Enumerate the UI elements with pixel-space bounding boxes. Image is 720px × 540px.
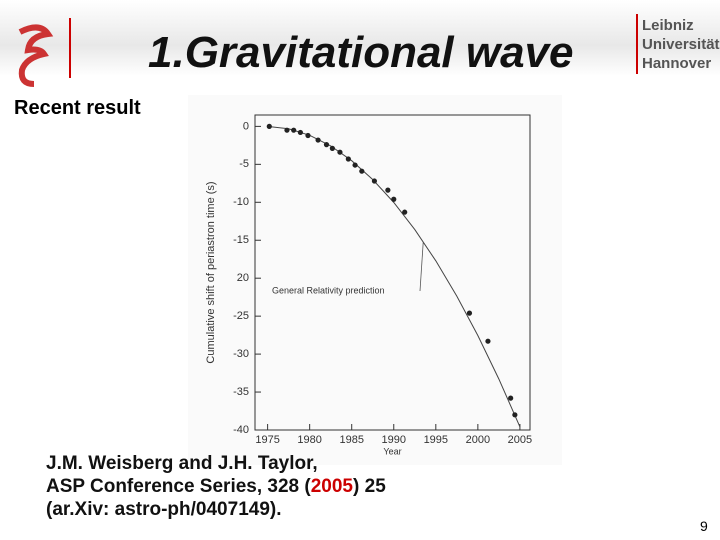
- y-tick-label: -15: [233, 234, 249, 246]
- citation-line: J.M. Weisberg and J.H. Taylor,: [46, 453, 318, 474]
- data-point: [291, 127, 297, 133]
- logo-line: Hannover: [642, 55, 712, 72]
- x-axis-label: Year: [383, 446, 401, 456]
- data-point: [508, 395, 514, 401]
- data-point: [323, 142, 330, 148]
- y-axis-label: Cumulative shift of periastron time (s): [205, 181, 217, 363]
- left-logo: [18, 18, 71, 87]
- data-point: [485, 338, 491, 344]
- x-tick-label: 1990: [382, 434, 406, 446]
- x-tick-label: 2005: [508, 434, 532, 446]
- data-point: [371, 178, 378, 184]
- data-point: [512, 412, 518, 418]
- chart: 0 -5 -10 -15 20 -25 -30 -35 -40 1975 1980 1985 1990 1…: [188, 95, 562, 465]
- citation-year: 2005: [310, 476, 354, 497]
- university-logo: Leibniz Universität Hannover: [642, 16, 720, 73]
- y-tick-label: -35: [233, 386, 249, 398]
- header-bar: [0, 0, 720, 76]
- logo-line: Universität: [642, 36, 720, 53]
- data-point: [315, 137, 321, 143]
- citation-text: ) 25: [353, 476, 386, 497]
- y-tick-label: 20: [237, 272, 249, 284]
- x-tick-label: 1995: [424, 434, 448, 446]
- slide-title: 1.Gravitational wave: [148, 28, 574, 77]
- data-point: [391, 196, 397, 202]
- data-point: [305, 132, 311, 139]
- data-point: [466, 310, 473, 316]
- citation-line: (ar.Xiv: astro-ph/0407149).: [46, 499, 282, 520]
- subtitle: Recent result: [14, 97, 141, 119]
- plot-frame: [254, 114, 531, 431]
- data-point: [329, 145, 335, 151]
- logo-line: Leibniz: [642, 17, 694, 34]
- annotation-leader: [419, 242, 424, 292]
- data-point: [359, 168, 365, 174]
- data-point: [337, 149, 343, 155]
- citation-text: ASP Conference Series, 328 (: [46, 476, 311, 497]
- y-tick-label: -40: [233, 424, 249, 436]
- data-point: [385, 187, 391, 193]
- data-point: [402, 209, 408, 215]
- citation: J.M. Weisberg and J.H. Taylor, ASP Confe…: [46, 452, 386, 521]
- page-number: 9: [700, 518, 708, 534]
- x-tick-label: 1980: [297, 434, 321, 446]
- divider: [636, 14, 638, 74]
- chart-background: [188, 95, 562, 465]
- y-tick-label: -5: [239, 158, 249, 170]
- x-tick-label: 1985: [339, 434, 363, 446]
- annotation: General Relativity prediction: [272, 285, 385, 295]
- data-point: [297, 129, 304, 136]
- x-tick-label: 1975: [255, 434, 279, 446]
- data-point: [352, 162, 358, 168]
- y-tick-label: 0: [243, 120, 249, 132]
- data-point: [284, 127, 290, 133]
- citation-line: ASP Conference Series, 328 (2005) 25: [46, 475, 386, 498]
- data-point: [345, 156, 351, 162]
- y-tick-label: -10: [233, 196, 249, 208]
- x-tick-label: 2000: [466, 434, 490, 446]
- y-tick-label: -30: [233, 348, 249, 360]
- y-tick-label: -25: [233, 310, 249, 322]
- data-point: [266, 123, 272, 129]
